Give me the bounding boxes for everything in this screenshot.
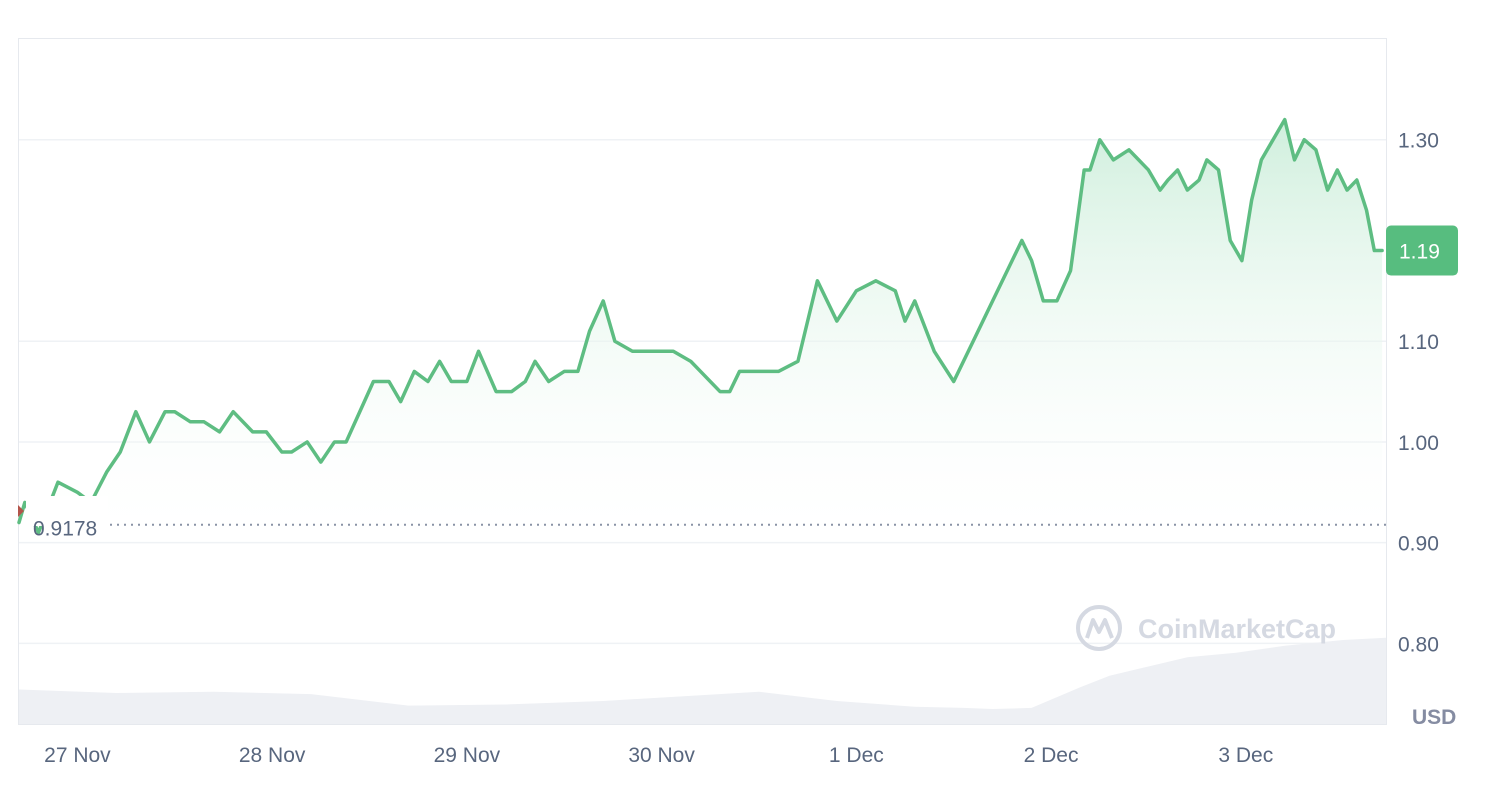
current-price-badge-bg xyxy=(1386,225,1458,276)
y-tick-label: 1.30 xyxy=(1398,130,1439,153)
reference-label: 0.9178 xyxy=(33,518,97,541)
current-price-badge: 1.19 xyxy=(1386,225,1458,276)
x-axis: 27 Nov 28 Nov 29 Nov 30 Nov 1 Dec 2 Dec 3 Dec xyxy=(44,744,1273,767)
y-tick-label: 1.10 xyxy=(1398,331,1439,354)
y-axis: 0.80 0.90 1.00 1.10 1.30 xyxy=(1398,130,1439,657)
watermark-text: CoinMarketCap xyxy=(1138,614,1336,644)
x-tick-label: 3 Dec xyxy=(1218,744,1273,767)
price-line xyxy=(17,117,1384,535)
y-tick-label: 0.80 xyxy=(1398,633,1439,656)
coinmarketcap-watermark: CoinMarketCap xyxy=(1076,605,1336,651)
current-price-label: 1.19 xyxy=(1399,241,1440,264)
x-tick-label: 29 Nov xyxy=(434,744,501,767)
x-tick-label: 28 Nov xyxy=(239,744,306,767)
y-tick-label: 0.90 xyxy=(1398,533,1439,556)
currency-unit: USD xyxy=(1412,706,1456,729)
x-tick-label: 2 Dec xyxy=(1024,744,1079,767)
start-marker xyxy=(18,505,24,517)
x-tick-label: 30 Nov xyxy=(628,744,695,767)
coinmarketcap-logo-icon xyxy=(1076,605,1122,651)
x-tick-label: 1 Dec xyxy=(829,744,884,767)
volume-area xyxy=(19,637,1386,724)
price-area-fill xyxy=(19,119,1383,533)
x-tick-label: 27 Nov xyxy=(44,744,111,767)
y-tick-label: 1.00 xyxy=(1398,432,1439,455)
plot-frame xyxy=(18,38,1387,725)
reference-label-bg xyxy=(26,496,108,526)
